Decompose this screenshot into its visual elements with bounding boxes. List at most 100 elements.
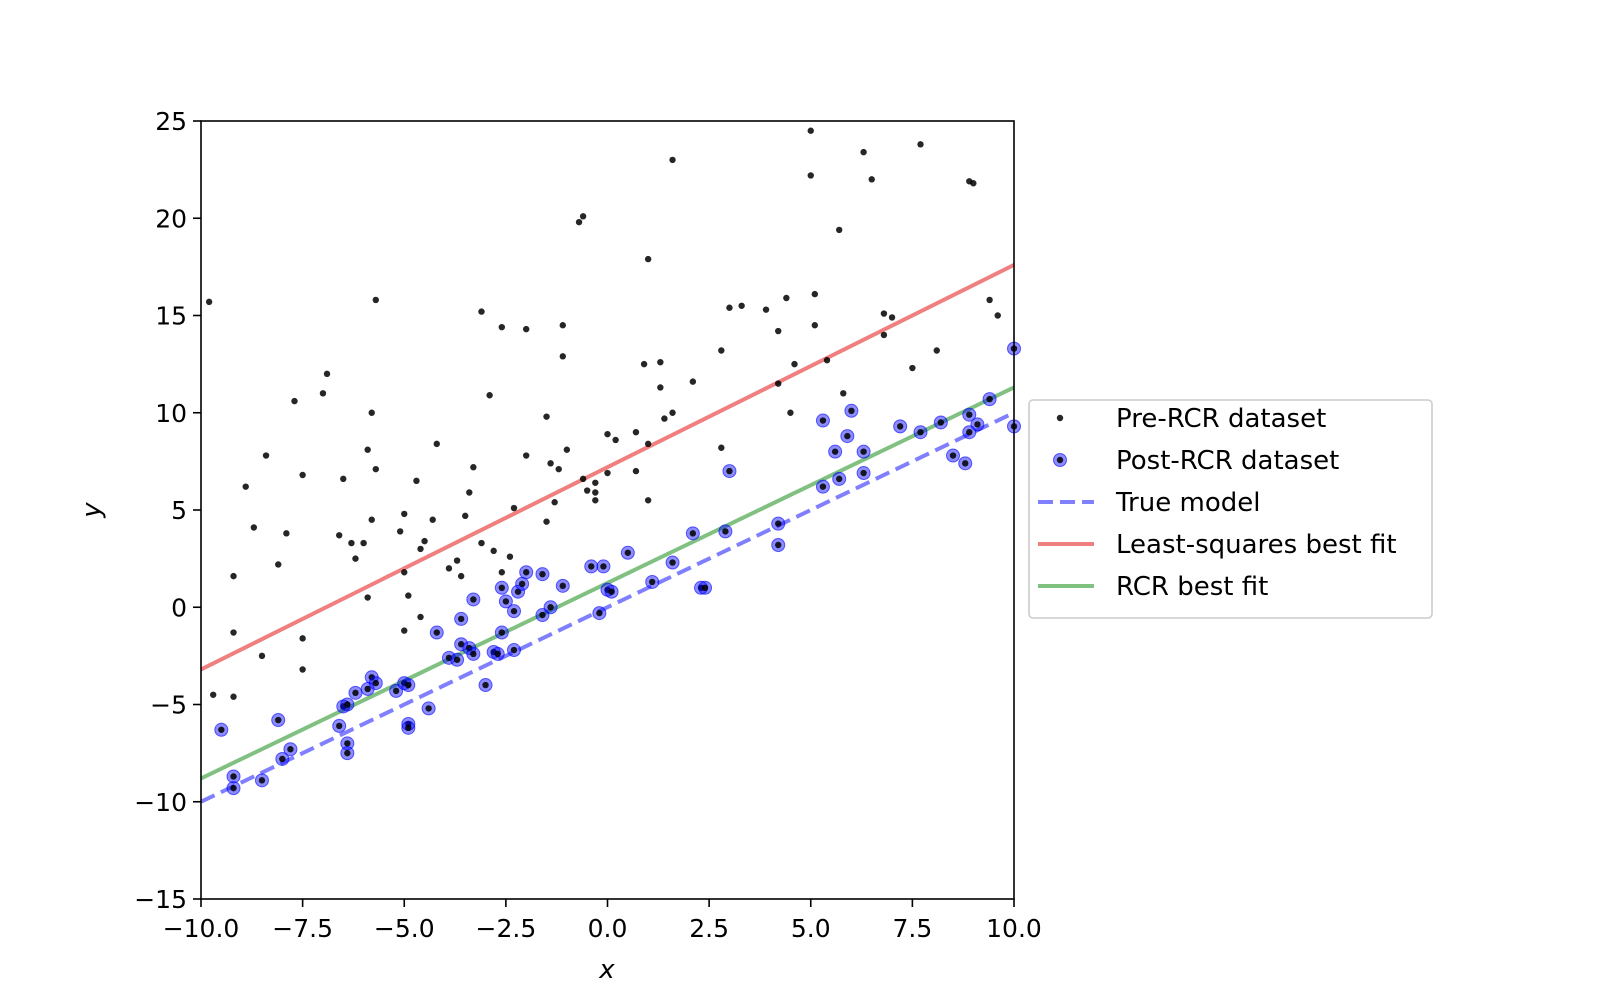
legend-label: Least-squares best fit [1116, 530, 1397, 560]
post-rcr-point [271, 713, 286, 728]
y-tick-label: 15 [155, 302, 187, 331]
y-tick-label: 20 [155, 204, 187, 233]
pre-rcr-point [807, 127, 814, 134]
post-rcr-point [604, 584, 619, 599]
post-rcr-point [401, 678, 416, 693]
pre-rcr-point [340, 475, 347, 483]
pre-rcr-point [368, 409, 375, 416]
y-tick-label: 0 [171, 593, 187, 622]
legend-label: Post-RCR dataset [1116, 446, 1339, 476]
pre-rcr-point [283, 530, 290, 537]
post-rcr-point [466, 592, 481, 607]
pre-rcr-point [669, 156, 676, 164]
post-rcr-point [421, 701, 436, 716]
post-rcr-point [970, 417, 985, 432]
pre-rcr-point [543, 518, 550, 525]
pre-rcr-point [791, 360, 798, 368]
pre-rcr-point [811, 322, 819, 329]
y-tick-label: −5 [150, 691, 187, 720]
post-rcr-point [478, 678, 493, 693]
post-rcr-point [466, 646, 481, 661]
pre-rcr-point [970, 180, 977, 187]
post-rcr-points [214, 341, 1021, 796]
pre-rcr-point [323, 370, 331, 378]
post-rcr-point [685, 526, 700, 541]
pre-rcr-point [291, 397, 298, 405]
post-rcr-point [490, 646, 505, 661]
pre-rcr-point [262, 452, 270, 459]
post-rcr-point [368, 676, 383, 691]
post-rcr-point [933, 415, 948, 430]
pre-rcr-point [417, 545, 424, 553]
pre-rcr-point [583, 487, 591, 494]
pre-rcr-point [888, 314, 896, 321]
pre-rcr-point [490, 547, 497, 555]
pre-rcr-point [462, 512, 469, 520]
x-axis-label: x [598, 955, 615, 985]
post-rcr-point [645, 574, 660, 589]
post-rcr-point [360, 681, 375, 696]
pre-rcr-point [368, 516, 375, 523]
y-tick-label: −10 [134, 788, 187, 817]
pre-rcr-point [783, 294, 790, 302]
pre-rcr-point [523, 325, 530, 333]
post-rcr-point [665, 555, 680, 570]
pre-rcr-point [632, 467, 640, 475]
pre-rcr-points [205, 127, 1001, 700]
post-rcr-point [494, 580, 509, 595]
pre-rcr-point [506, 553, 514, 560]
pre-rcr-point [640, 360, 648, 368]
pre-rcr-point [644, 440, 652, 448]
post-rcr-point [332, 718, 347, 733]
x-tick-label: −10.0 [163, 914, 240, 943]
post-rcr-point [348, 685, 363, 700]
pre-rcr-point [994, 312, 1001, 319]
legend-entry-least-squares-best-fit: Least-squares best fit [1038, 530, 1397, 560]
pre-rcr-point [579, 475, 587, 483]
pre-rcr-point [413, 477, 420, 485]
pre-rcr-point [880, 331, 888, 339]
post-rcr-point [844, 403, 859, 418]
pre-rcr-point [396, 528, 404, 535]
y-axis-label: y [77, 502, 107, 519]
pre-rcr-point [738, 302, 745, 309]
x-tick-label: 7.5 [892, 914, 932, 943]
post-rcr-point [454, 637, 469, 652]
post-rcr-point [254, 773, 269, 788]
pre-rcr-point [689, 378, 697, 385]
post-rcr-point [555, 578, 570, 593]
pre-rcr-point [669, 409, 676, 416]
post-rcr-point [698, 580, 713, 595]
post-rcr-point [893, 419, 908, 434]
x-tick-label: 5.0 [791, 914, 831, 943]
x-tick-label: 2.5 [689, 914, 729, 943]
true-model-line [201, 410, 1014, 804]
post-rcr-point [718, 524, 733, 539]
pre-rcr-point [348, 539, 355, 547]
post-rcr-point [771, 516, 786, 531]
pre-rcr-point [592, 497, 599, 504]
pre-rcr-point [718, 444, 725, 451]
pre-rcr-point [880, 310, 888, 317]
post-rcr-point [226, 769, 241, 784]
pre-rcr-point [242, 483, 249, 490]
post-rcr-point [982, 392, 997, 407]
pre-rcr-point [551, 499, 558, 506]
pre-rcr-point [275, 561, 282, 568]
pre-rcr-point [823, 357, 831, 364]
pre-rcr-point [657, 358, 664, 366]
pre-rcr-point [543, 413, 550, 420]
pre-rcr-point [230, 693, 237, 700]
pre-rcr-point [807, 172, 814, 179]
legend-label: Pre-RCR dataset [1116, 404, 1326, 434]
y-tick-label: 5 [171, 496, 187, 525]
post-rcr-point [507, 604, 522, 619]
post-rcr-point [946, 448, 961, 463]
x-tick-label: −2.5 [476, 914, 537, 943]
pre-rcr-point [498, 323, 506, 331]
pre-rcr-point [209, 691, 217, 698]
pre-rcr-point [933, 347, 940, 354]
post-rcr-point [828, 444, 843, 459]
pre-rcr-point [299, 666, 306, 673]
pre-rcr-point [555, 465, 562, 473]
